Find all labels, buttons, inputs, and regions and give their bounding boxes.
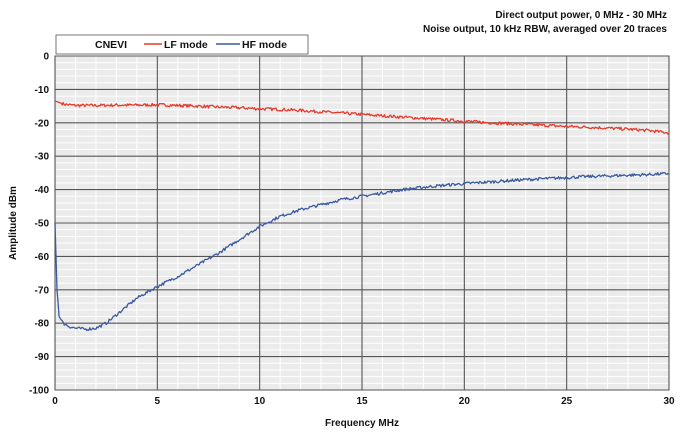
x-tick-label: 15 [356,396,368,407]
y-tick-label: 0 [43,52,49,63]
y-tick-label: -20 [35,118,50,129]
legend-box [55,34,309,55]
subtitle-line-1: Direct output power, 0 MHz - 30 MHz [495,10,667,21]
y-tick-label: -60 [35,252,50,263]
x-tick-label: 10 [254,396,266,407]
series-line-lf-mode [54,100,670,135]
series-line-hf-mode [54,171,669,332]
y-axis-title: Amplitude dBm [8,186,19,260]
y-tick-label: -100 [29,386,49,397]
x-axis-title: Frequency MHz [325,418,399,429]
y-tick-label: -50 [35,219,50,230]
x-tick-labels: 0 5 10 15 20 25 30 [52,396,675,407]
y-tick-label: -80 [35,319,50,330]
x-tick-label: 20 [459,396,471,407]
subtitle-line-2: Noise output, 10 kHz RBW, averaged over … [423,24,667,35]
x-tick-label: 25 [561,396,573,407]
y-tick-label: -10 [35,85,50,96]
legend: CNEVI LF mode HF mode [55,34,309,55]
legend-label-hf: HF mode [242,39,287,51]
y-tick-labels: 0 -10 -20 -30 -40 -50 -60 -70 -80 -90 -100 [29,52,49,397]
legend-title: CNEVI [95,39,127,51]
legend-label-lf: LF mode [164,39,208,51]
x-tick-label: 5 [155,396,161,407]
x-tick-label: 30 [663,396,675,407]
y-tick-label: -40 [35,185,50,196]
y-tick-label: -90 [35,352,50,363]
y-tick-label: -30 [35,152,50,163]
series-layer [54,100,670,332]
x-tick-label: 0 [52,396,58,407]
y-tick-label: -70 [35,285,50,296]
